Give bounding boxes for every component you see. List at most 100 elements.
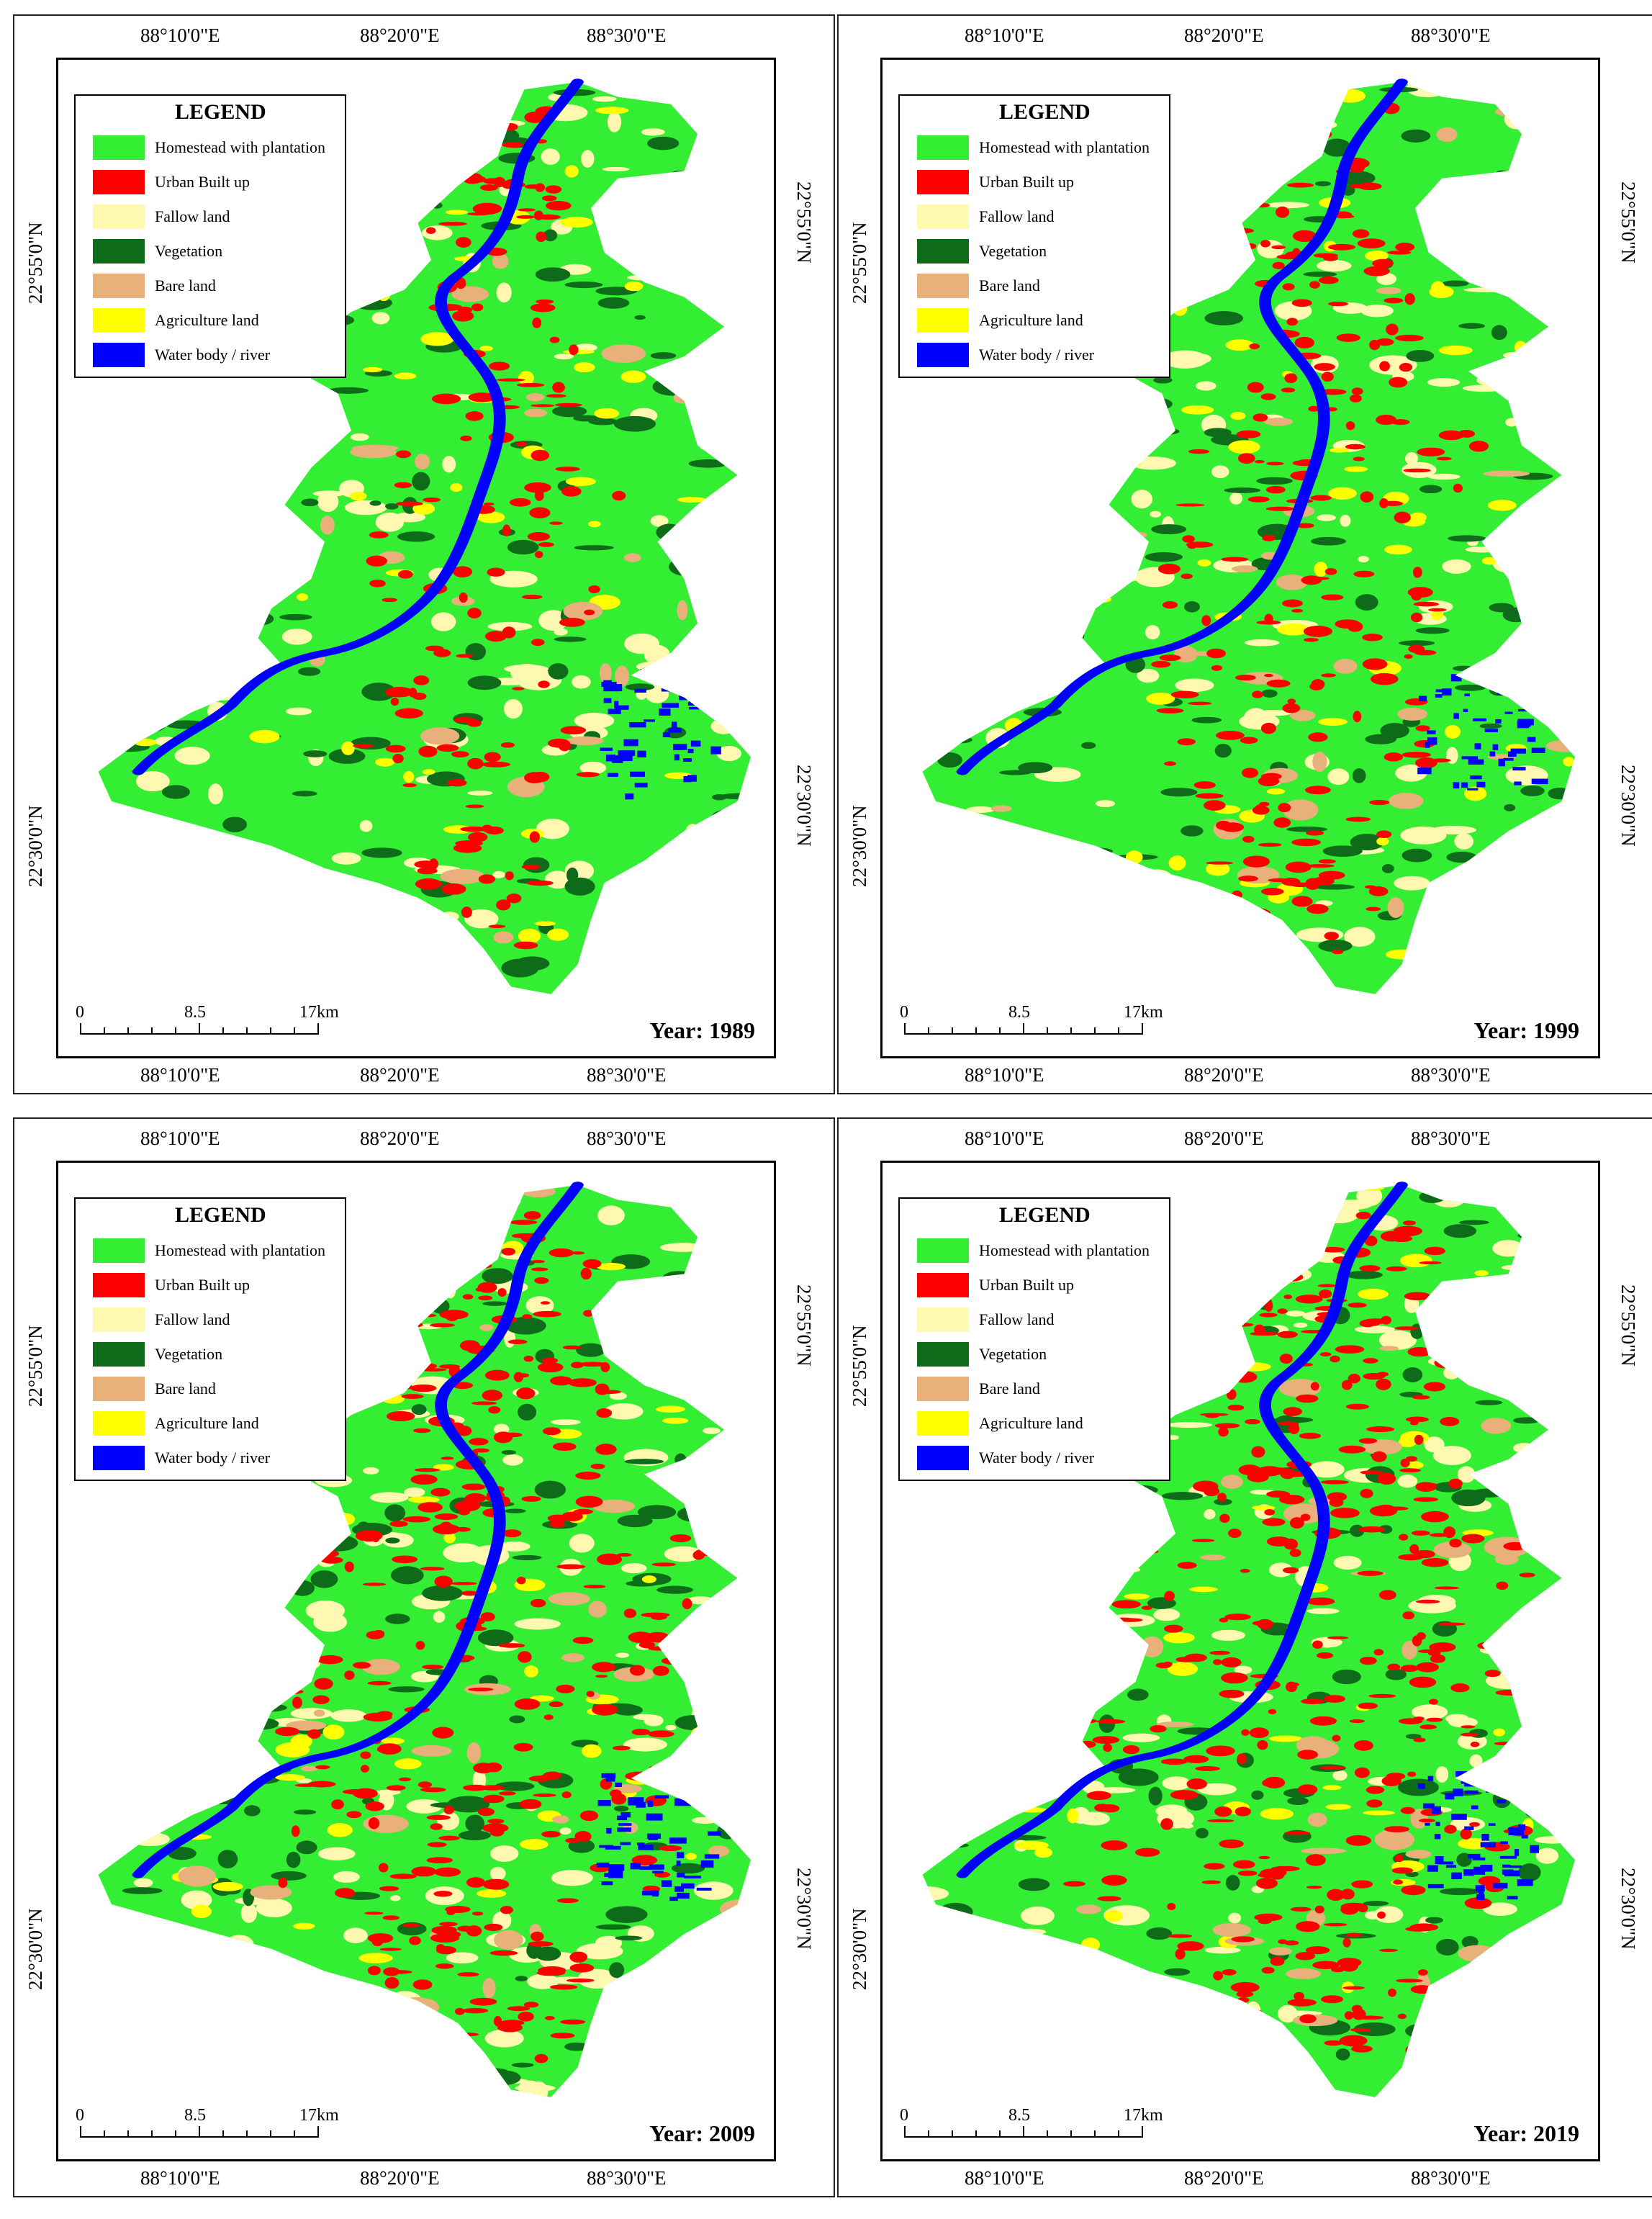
land-patch bbox=[133, 1782, 153, 1795]
year-label: Year: 2009 bbox=[649, 2120, 755, 2146]
land-patch bbox=[1307, 1812, 1327, 1827]
urban-patch bbox=[1237, 1871, 1258, 1876]
land-patch bbox=[356, 888, 389, 906]
land-patch bbox=[240, 1903, 257, 1923]
land-patch bbox=[1143, 401, 1161, 408]
land-patch bbox=[656, 1585, 693, 1594]
land-patch bbox=[170, 457, 218, 464]
urban-patch bbox=[1218, 1427, 1229, 1437]
land-patch bbox=[682, 260, 713, 267]
land-patch bbox=[1340, 514, 1351, 527]
urban-patch bbox=[461, 906, 472, 919]
land-patch bbox=[957, 1788, 996, 1798]
land-patch bbox=[420, 332, 454, 346]
land-patch bbox=[1277, 2004, 1298, 2023]
urban-patch bbox=[535, 183, 546, 192]
land-patch bbox=[1181, 825, 1204, 837]
land-patch bbox=[1093, 575, 1139, 583]
land-patch bbox=[1322, 1785, 1342, 1791]
urban-patch bbox=[1429, 1533, 1449, 1537]
land-patch bbox=[1494, 107, 1527, 117]
land-patch bbox=[1563, 1811, 1576, 1828]
land-patch bbox=[290, 1580, 315, 1596]
land-patch bbox=[1427, 473, 1461, 480]
land-patch bbox=[232, 929, 257, 948]
urban-patch bbox=[569, 1963, 595, 1973]
latitude-tick: 22°30'0"N bbox=[24, 805, 46, 887]
scale-tick bbox=[904, 1023, 906, 1035]
land-patch bbox=[1056, 1530, 1079, 1544]
urban-patch bbox=[1305, 786, 1331, 795]
urban-patch bbox=[1261, 888, 1284, 896]
land-patch bbox=[129, 676, 174, 690]
urban-patch bbox=[1262, 1518, 1286, 1526]
urban-patch bbox=[468, 832, 488, 842]
urban-patch bbox=[1360, 491, 1374, 503]
land-patch bbox=[1095, 800, 1116, 808]
urban-patch bbox=[426, 1857, 453, 1864]
urban-patch bbox=[1255, 459, 1265, 464]
land-patch bbox=[978, 421, 1005, 434]
urban-patch bbox=[395, 501, 423, 506]
urban-patch bbox=[1220, 1273, 1244, 1283]
land-patch bbox=[998, 859, 1032, 867]
land-patch bbox=[105, 607, 151, 628]
land-patch bbox=[527, 1973, 559, 1989]
land-patch bbox=[405, 81, 432, 88]
land-patch bbox=[384, 1504, 406, 1522]
land-patch bbox=[620, 370, 646, 383]
land-patch bbox=[361, 683, 397, 701]
urban-patch bbox=[320, 1556, 343, 1564]
land-patch bbox=[1445, 1714, 1469, 1724]
urban-patch bbox=[1254, 1913, 1283, 1922]
urban-patch bbox=[529, 831, 540, 843]
land-patch bbox=[1276, 1184, 1291, 1193]
land-patch bbox=[662, 1417, 689, 1424]
urban-patch bbox=[560, 2019, 586, 2025]
land-patch bbox=[1458, 1220, 1489, 1225]
urban-patch bbox=[451, 751, 469, 757]
urban-patch bbox=[496, 899, 511, 911]
urban-patch bbox=[1276, 206, 1290, 218]
land-patch bbox=[937, 752, 962, 768]
urban-patch bbox=[1338, 1445, 1366, 1454]
land-patch bbox=[1436, 127, 1458, 142]
urban-patch bbox=[389, 1521, 408, 1527]
urban-patch bbox=[1273, 817, 1291, 828]
urban-patch bbox=[527, 532, 551, 541]
water-patch bbox=[677, 1872, 685, 1878]
land-patch bbox=[520, 1839, 549, 1850]
legend-item: Homestead with plantation bbox=[93, 1233, 338, 1268]
land-patch bbox=[186, 1716, 204, 1722]
land-patch bbox=[128, 692, 161, 706]
land-patch bbox=[666, 918, 686, 924]
land-patch bbox=[395, 1224, 413, 1235]
land-patch bbox=[551, 1869, 593, 1886]
urban-patch bbox=[344, 1670, 355, 1680]
land-patch bbox=[569, 1534, 595, 1553]
urban-patch bbox=[501, 1247, 516, 1256]
land-patch bbox=[1200, 1554, 1226, 1561]
land-patch bbox=[397, 531, 435, 542]
land-patch bbox=[275, 1774, 305, 1781]
scale-tick bbox=[317, 2126, 319, 2138]
urban-patch bbox=[533, 1793, 556, 1797]
scale-label: 8.5 bbox=[184, 2106, 206, 2125]
land-patch bbox=[1431, 608, 1444, 621]
urban-patch bbox=[590, 1463, 605, 1469]
land-patch bbox=[581, 1744, 602, 1758]
land-patch bbox=[978, 395, 1009, 405]
land-patch bbox=[1512, 86, 1543, 96]
land-patch bbox=[1469, 967, 1484, 974]
land-patch bbox=[1214, 1498, 1232, 1505]
land-patch bbox=[525, 393, 545, 402]
urban-patch bbox=[480, 1785, 505, 1791]
land-patch bbox=[729, 699, 745, 705]
land-patch bbox=[1378, 1330, 1417, 1350]
land-patch bbox=[1199, 220, 1218, 238]
land-patch bbox=[1542, 1242, 1568, 1250]
land-patch bbox=[270, 1981, 295, 2000]
urban-patch bbox=[1197, 1239, 1227, 1244]
land-patch bbox=[224, 421, 271, 433]
urban-patch bbox=[521, 864, 541, 870]
